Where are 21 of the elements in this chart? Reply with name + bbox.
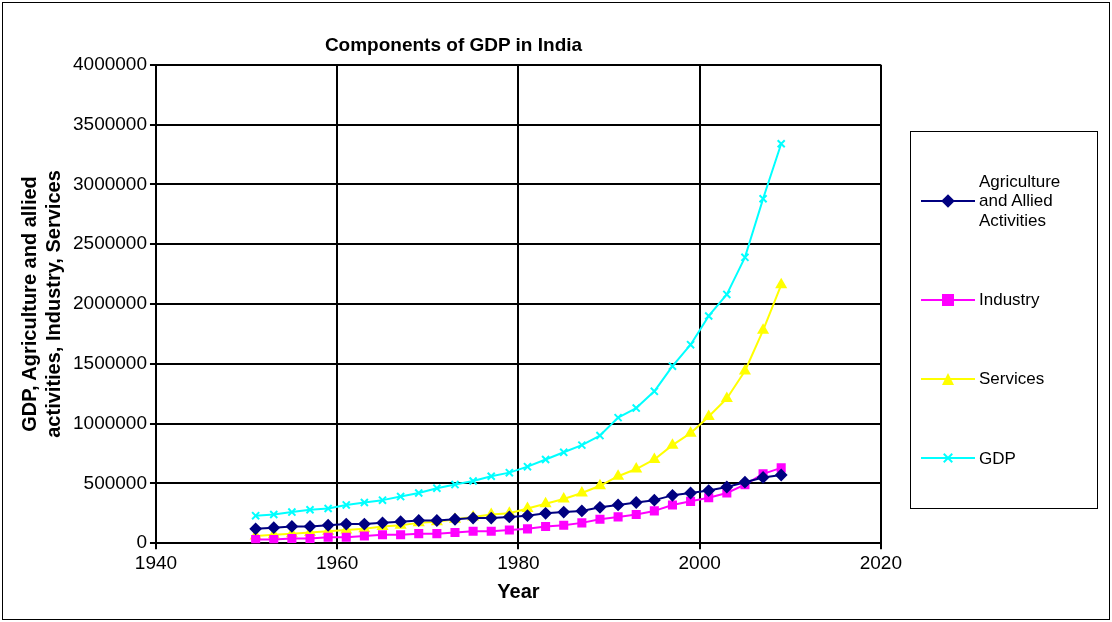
x-tick-label: 2020	[859, 551, 903, 573]
y-tick-label: 0	[136, 531, 147, 553]
y-tick-label: 1000000	[73, 411, 147, 433]
y-tick-label: 2500000	[73, 232, 147, 254]
legend-label: Industry	[979, 289, 1041, 310]
x-tick-label: 1960	[316, 551, 359, 573]
y-tick-label: 4000000	[73, 53, 147, 75]
x-tick-label: 2000	[678, 551, 721, 573]
y-axis-title: GDP, Agriculture and allied activities, Industry, Services	[17, 170, 64, 438]
y-tick-label: 1500000	[73, 352, 147, 374]
y-tick-label: 2000000	[73, 292, 147, 314]
x-tick-label: 1940	[134, 551, 178, 573]
legend-label: Agriculture and Allied Activities	[979, 171, 1062, 231]
legend-label: Services	[979, 369, 1046, 389]
chart-title: Components of GDP in India	[324, 33, 583, 55]
y-tick-label: 3500000	[73, 112, 147, 134]
y-tick-label: 3000000	[73, 172, 147, 194]
legend-label: GDP	[979, 448, 1017, 469]
y-tick-label: 500000	[83, 471, 147, 493]
x-tick-label: 1980	[497, 551, 540, 573]
x-axis-title: Year	[497, 579, 540, 602]
